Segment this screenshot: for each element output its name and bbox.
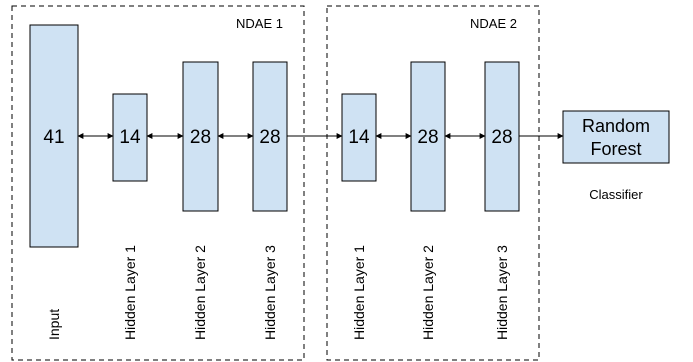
input-layer-label: Input xyxy=(46,309,62,340)
classifier-name-line1: Random xyxy=(582,116,650,136)
ndae2-hidden-layer-3-label: Hidden Layer 3 xyxy=(494,245,510,340)
ndae2-hidden-layer-1-box xyxy=(341,93,377,182)
input-layer-box xyxy=(29,24,79,248)
input-layer-value: 41 xyxy=(43,127,64,148)
ndae2-hidden-layer-1-value: 14 xyxy=(348,127,370,148)
hidden-layer-1-box xyxy=(112,93,148,182)
classifier-caption: Classifier xyxy=(589,187,643,202)
ndae2-hidden-layer-3-box xyxy=(484,61,520,212)
ndae1-title: NDAE 1 xyxy=(236,16,283,31)
ndae2-frame xyxy=(326,5,540,361)
hidden-layer-2-box xyxy=(182,61,219,212)
ndae2-hidden-layer-2-value: 28 xyxy=(417,127,438,148)
ndae2-title: NDAE 2 xyxy=(470,16,517,31)
ndae2-hidden-layer-2-box xyxy=(410,61,446,212)
hidden-layer-3-label: Hidden Layer 3 xyxy=(262,245,278,340)
hidden-layer-2-value: 28 xyxy=(190,127,211,148)
ndae2-hidden-layer-3-value: 28 xyxy=(491,127,512,148)
classifier-name-line2: Forest xyxy=(590,139,641,159)
hidden-layer-3-box xyxy=(252,61,288,212)
hidden-layer-2-label: Hidden Layer 2 xyxy=(192,245,208,340)
ndae2-hidden-layer-1-label: Hidden Layer 1 xyxy=(351,245,367,340)
hidden-layer-3-value: 28 xyxy=(259,127,280,148)
ndae2-hidden-layer-2-label: Hidden Layer 2 xyxy=(420,245,436,340)
hidden-layer-1-label: Hidden Layer 1 xyxy=(122,245,138,340)
random-forest-box xyxy=(562,110,670,164)
ndae1-frame xyxy=(11,5,305,361)
hidden-layer-1-value: 14 xyxy=(119,127,141,148)
